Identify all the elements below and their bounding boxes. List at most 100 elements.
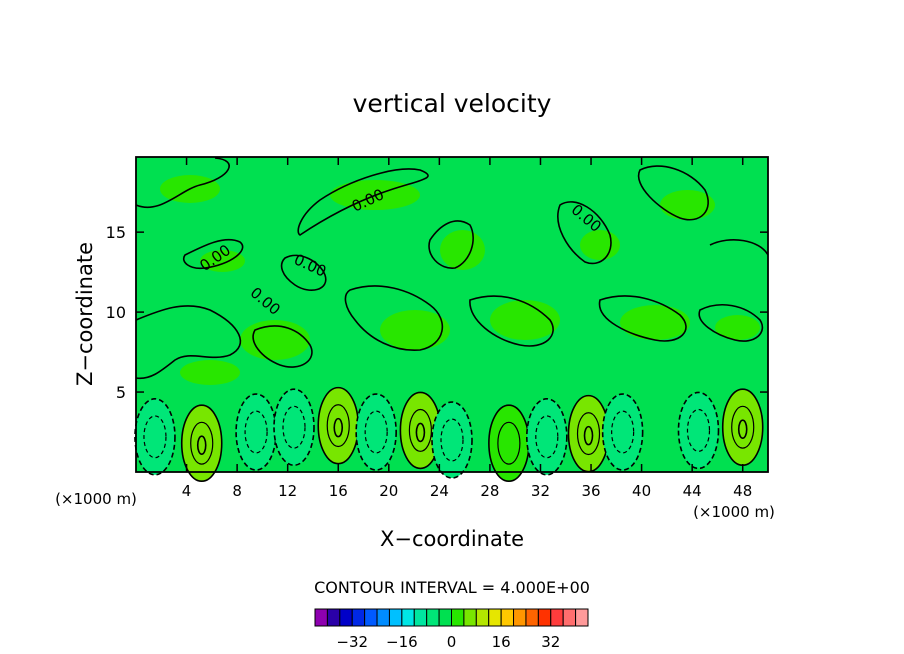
y-tick-label: 10 xyxy=(106,303,126,322)
colorbar-swatch xyxy=(562,608,577,627)
positive-region xyxy=(580,230,620,260)
zero-contour xyxy=(469,295,554,347)
x-unit-right: (×1000 m) xyxy=(693,503,775,521)
downdraft-cell xyxy=(525,398,568,476)
zero-contour xyxy=(252,325,313,368)
colorbar-swatch xyxy=(451,608,465,627)
colorbar xyxy=(314,608,589,627)
colorbar-swatch xyxy=(339,608,353,627)
zero-contour xyxy=(135,157,230,208)
colorbar-swatch xyxy=(426,608,440,627)
x-tick-label: 44 xyxy=(683,482,702,500)
zero-contour xyxy=(428,220,474,269)
zero-contour xyxy=(698,304,764,342)
colorbar-swatch xyxy=(463,608,477,627)
x-tick-label: 40 xyxy=(632,482,651,500)
colorbar-swatch xyxy=(488,608,502,627)
zero-contour xyxy=(135,305,242,380)
x-tick-label: 48 xyxy=(733,482,752,500)
x-tick-label: 8 xyxy=(232,482,242,500)
cell-inner-contour xyxy=(440,418,464,462)
downdraft-cell xyxy=(431,401,473,479)
cell-inner-contour xyxy=(535,415,559,459)
colorbar-swatch xyxy=(314,608,328,627)
x-unit-left: (×1000 m) xyxy=(55,490,137,508)
colorbar-tick-label: −32 xyxy=(336,633,368,651)
downdraft-cell xyxy=(235,393,277,471)
y-axis-label: Z−coordinate xyxy=(73,242,97,386)
colorbar-tick-label: 0 xyxy=(447,633,457,651)
positive-region xyxy=(715,315,760,340)
cell-core-contour xyxy=(415,422,426,443)
colorbar-tick-label: 32 xyxy=(541,633,560,651)
zero-contour xyxy=(709,239,769,256)
x-tick-label: 4 xyxy=(182,482,192,500)
plot-frame xyxy=(135,156,769,473)
positive-region xyxy=(660,190,715,220)
zero-contour xyxy=(557,201,612,265)
colorbar-tick-label: 16 xyxy=(492,633,511,651)
colorbar-swatch xyxy=(388,608,403,627)
colorbar-tick-label: −16 xyxy=(386,633,418,651)
cell-core-contour xyxy=(196,435,207,456)
cell-inner-contour xyxy=(190,421,214,465)
x-tick-label: 24 xyxy=(430,482,449,500)
contour-interval-label: CONTOUR INTERVAL = 4.000E+00 xyxy=(314,578,590,597)
colorbar-swatch xyxy=(326,608,341,627)
colorbar-swatch xyxy=(438,608,453,627)
x-tick-label: 20 xyxy=(379,482,398,500)
downdraft-cell xyxy=(273,388,315,467)
cell-core-contour xyxy=(583,425,594,446)
y-axis: 5 10 15 xyxy=(106,223,768,402)
cell-inner-contour xyxy=(497,421,521,465)
cell-inner-contour xyxy=(282,405,306,449)
updraft-cell xyxy=(317,386,360,465)
downdraft-cell xyxy=(355,393,397,471)
cell-inner-contour xyxy=(408,408,432,452)
x-tick-label: 16 xyxy=(329,482,348,500)
chart-title: vertical velocity xyxy=(353,89,552,118)
colorbar-swatch xyxy=(475,608,490,627)
updraft-cell xyxy=(180,404,223,483)
positive-region xyxy=(180,360,240,385)
x-tick-label: 28 xyxy=(480,482,499,500)
cell-inner-contour xyxy=(576,412,601,456)
colorbar-swatch xyxy=(550,608,564,627)
colorbar-swatch xyxy=(513,608,527,627)
contour-line-layer xyxy=(135,157,769,380)
x-axis: 4 8 12 16 20 24 28 32 36 40 44 48 xyxy=(182,157,752,500)
positive-region xyxy=(490,300,560,340)
downdraft-cell xyxy=(677,391,720,470)
x-tick-label: 36 xyxy=(581,482,600,500)
colorbar-swatch xyxy=(401,608,415,627)
cell-inner-contour xyxy=(611,410,635,454)
colorbar-swatch xyxy=(364,608,378,627)
zero-contour xyxy=(297,168,429,236)
cell-inner-contour xyxy=(364,410,388,454)
zero-contour xyxy=(280,254,327,291)
colorbar-tick-labels: −32 −16 0 16 32 xyxy=(336,633,560,651)
zero-contour xyxy=(344,285,444,351)
positive-region xyxy=(380,310,450,350)
plot-area: 0.000.00 0.000.000.00 xyxy=(134,156,769,483)
updraft-cell xyxy=(721,388,764,467)
cell-inner-contour xyxy=(686,408,711,452)
updraft-cell xyxy=(488,404,530,483)
cell-core-contour xyxy=(737,419,748,440)
cell-core-contour xyxy=(333,417,344,438)
cell-inner-contour xyxy=(731,405,755,449)
zero-contour xyxy=(183,238,244,270)
colorbar-swatch xyxy=(525,608,539,627)
colorbar-swatch xyxy=(575,608,589,627)
colorbar-swatch xyxy=(500,608,515,627)
cell-inner-contour xyxy=(143,415,167,459)
x-tick-label: 12 xyxy=(278,482,297,500)
colorbar-swatch xyxy=(376,608,390,627)
downdraft-cell xyxy=(134,398,176,476)
positive-region xyxy=(620,305,690,340)
colorbar-swatch xyxy=(351,608,366,627)
zero-contour xyxy=(637,165,709,221)
cell-inner-contour xyxy=(326,404,350,448)
colorbar-swatch xyxy=(413,608,428,627)
